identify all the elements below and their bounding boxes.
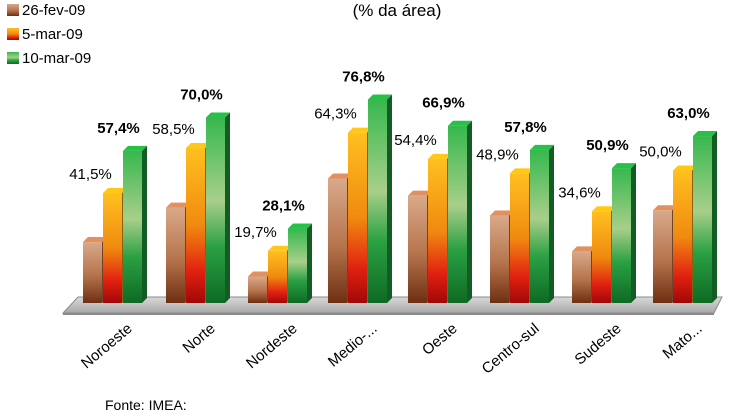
bar-3-1 <box>123 145 147 303</box>
x-tick-label-6: Centro-sul <box>479 320 543 378</box>
data-label-3-2: 70,0% <box>180 87 223 104</box>
data-labels-layer: 41,5% 57,4% 58,5% 70,0% 19,7% 28,1% 64,3% 76,8%… <box>69 68 710 240</box>
chart-title: (% da área) <box>353 1 442 20</box>
bar-3-7 <box>612 163 636 303</box>
x-tick-label-7: Sudeste <box>571 320 624 368</box>
data-label-2-3: 19,7% <box>234 224 277 241</box>
bar-3-3 <box>288 223 312 303</box>
data-label-3-1: 57,4% <box>97 120 140 137</box>
data-label-3-7: 50,9% <box>586 137 629 154</box>
bar-3-5 <box>448 120 472 303</box>
x-tick-label-8: Mato... <box>660 320 706 363</box>
data-label-3-8: 63,0% <box>667 105 710 122</box>
bar-3-6 <box>530 144 554 303</box>
bar-3-4 <box>368 94 392 303</box>
x-tick-labels-layer: Noroeste Norte Nordeste Medio-... Oeste Centr… <box>78 320 706 378</box>
legend-label-2: 5-mar-09 <box>22 26 83 43</box>
data-label-3-5: 66,9% <box>422 95 465 112</box>
legend: 26-fev-09 5-mar-09 10-mar-09 <box>7 2 91 67</box>
data-label-2-1: 41,5% <box>69 166 112 183</box>
data-label-3-3: 28,1% <box>262 198 305 215</box>
legend-label-3: 10-mar-09 <box>22 50 91 67</box>
data-label-3-6: 57,8% <box>504 119 547 136</box>
legend-item-1: 26-fev-09 <box>7 2 85 19</box>
legend-item-3: 10-mar-09 <box>7 50 91 67</box>
x-tick-label-3: Nordeste <box>243 320 301 372</box>
legend-label-1: 26-fev-09 <box>22 2 85 19</box>
legend-swatch-1 <box>7 4 19 16</box>
data-label-2-6: 48,9% <box>476 146 519 163</box>
plot-floor-edge <box>63 313 714 315</box>
data-label-3-4: 76,8% <box>342 68 385 85</box>
x-tick-label-2: Norte <box>180 320 219 357</box>
bars-layer <box>83 94 717 303</box>
data-label-2-5: 54,4% <box>394 132 437 149</box>
data-label-2-8: 50,0% <box>639 144 682 161</box>
data-label-2-2: 58,5% <box>152 121 195 138</box>
legend-item-2: 5-mar-09 <box>7 26 83 43</box>
x-tick-label-4: Medio-... <box>325 320 381 371</box>
x-tick-label-1: Noroeste <box>78 320 136 372</box>
legend-swatch-2 <box>7 28 19 40</box>
data-label-2-4: 64,3% <box>314 106 357 123</box>
source-note: Fonte: IMEA; <box>105 397 187 410</box>
x-tick-label-5: Oeste <box>419 320 461 359</box>
bar-3-8 <box>693 131 717 303</box>
data-label-2-7: 34,6% <box>558 184 601 201</box>
bar-3-2 <box>206 112 230 303</box>
legend-swatch-3 <box>7 52 19 64</box>
